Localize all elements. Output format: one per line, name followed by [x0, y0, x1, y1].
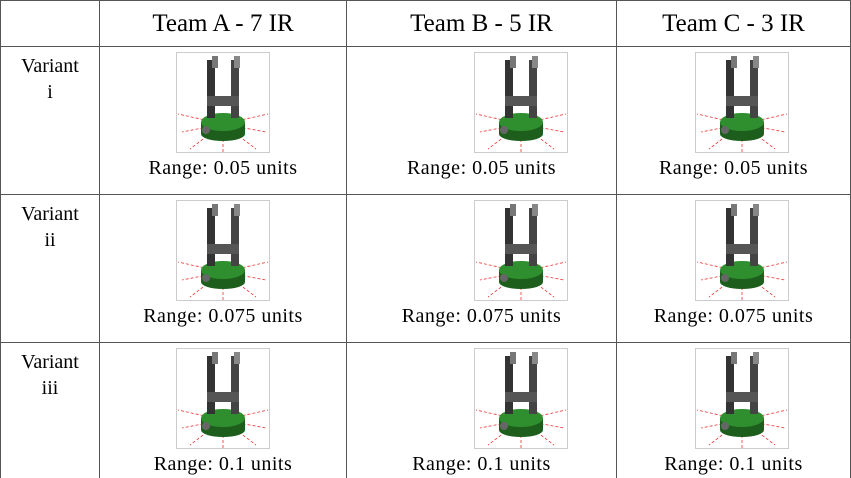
- cell-content: Range: 0.1 units: [617, 343, 850, 478]
- robot-image: [474, 200, 568, 301]
- table-cell: Range: 0.075 units: [347, 195, 617, 343]
- range-caption: Range: 0.05 units: [347, 157, 616, 180]
- table-cell: Range: 0.05 units: [617, 47, 851, 195]
- column-header: Team A - 7 IR: [100, 1, 347, 47]
- robot-image: [176, 348, 270, 449]
- page: Team A - 7 IR Team B - 5 IR Team C - 3 I…: [0, 0, 851, 478]
- range-caption: Range: 0.05 units: [100, 157, 346, 180]
- robot-image: [695, 348, 789, 449]
- cell-content: Range: 0.075 units: [347, 195, 616, 336]
- row-label-line: Variant: [1, 53, 99, 79]
- table-cell: Range: 0.075 units: [100, 195, 347, 343]
- cell-content: Range: 0.075 units: [617, 195, 850, 336]
- table-cell: Range: 0.1 units: [347, 343, 617, 478]
- range-caption: Range: 0.1 units: [347, 453, 616, 476]
- column-header: Team B - 5 IR: [347, 1, 617, 47]
- cell-content: Range: 0.05 units: [100, 47, 346, 188]
- table-cell: Range: 0.1 units: [100, 343, 347, 478]
- table-cell: Range: 0.075 units: [617, 195, 851, 343]
- range-caption: Range: 0.075 units: [100, 305, 346, 328]
- robot-image: [695, 200, 789, 301]
- cell-content: Range: 0.1 units: [100, 343, 346, 478]
- robot-image: [474, 348, 568, 449]
- row-label-line: Variant: [1, 201, 99, 227]
- corner: [1, 1, 100, 47]
- row-label-line: Variant: [1, 349, 99, 375]
- cell-content: Range: 0.075 units: [100, 195, 346, 336]
- range-caption: Range: 0.1 units: [617, 453, 850, 476]
- cell-content: Range: 0.05 units: [617, 47, 850, 188]
- table-cell: Range: 0.05 units: [347, 47, 617, 195]
- robot-image: [176, 200, 270, 301]
- robot-image: [695, 52, 789, 153]
- cell-content: Range: 0.1 units: [347, 343, 616, 478]
- row-label-line: ii: [1, 227, 99, 253]
- range-caption: Range: 0.075 units: [347, 305, 616, 328]
- range-caption: Range: 0.1 units: [100, 453, 346, 476]
- range-caption: Range: 0.05 units: [617, 157, 850, 180]
- results-table: Team A - 7 IR Team B - 5 IR Team C - 3 I…: [0, 0, 851, 478]
- column-header: Team C - 3 IR: [617, 1, 851, 47]
- table-cell: Range: 0.1 units: [617, 343, 851, 478]
- range-caption: Range: 0.075 units: [617, 305, 850, 328]
- robot-image: [474, 52, 568, 153]
- row-label-line: iii: [1, 375, 99, 401]
- cell-content: Range: 0.05 units: [347, 47, 616, 188]
- table-cell: Range: 0.05 units: [100, 47, 347, 195]
- robot-image: [176, 52, 270, 153]
- header-row: Team A - 7 IR Team B - 5 IR Team C - 3 I…: [1, 1, 851, 47]
- row-label-line: i: [1, 79, 99, 105]
